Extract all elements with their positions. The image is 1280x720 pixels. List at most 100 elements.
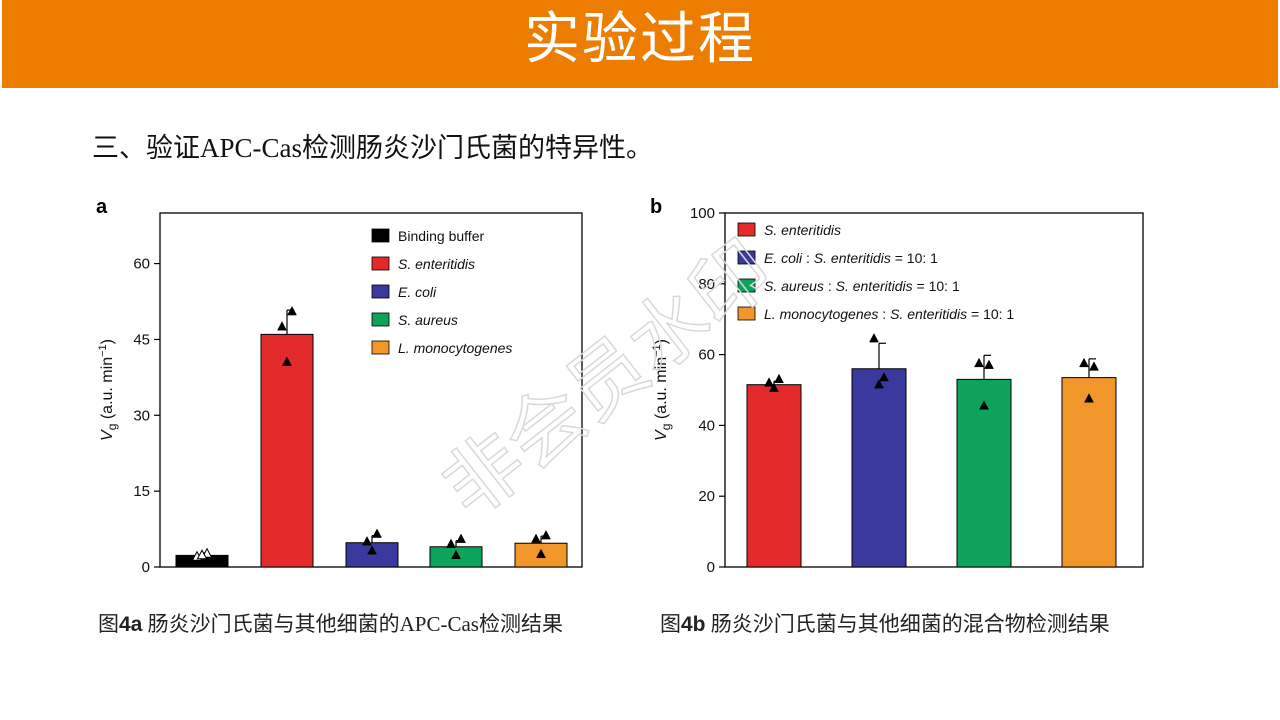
section-subtitle: 三、验证APC-Cas检测肠炎沙门氏菌的特异性。 <box>92 133 654 163</box>
chart-b-legend-label: S. enteritidis <box>764 222 841 238</box>
chart-a-y-tick-label: 60 <box>133 256 150 273</box>
chart-b-legend-label-part: S. enteritidis <box>890 306 967 322</box>
chart-b-legend-swatch <box>737 278 756 293</box>
chart-b-legend-label-part: : <box>802 250 814 266</box>
chart-a-data-point <box>287 305 297 316</box>
chart-b-bar <box>851 368 907 568</box>
chart-a-y-tick-label: 15 <box>133 483 150 500</box>
chart-b-bar <box>956 378 1012 568</box>
caption-4b-number: 4b <box>681 613 706 636</box>
chart-b-data-point <box>984 359 994 369</box>
chart-a-y-axis-label-part: −1 <box>97 344 109 357</box>
chart-a-y-axis-label-part: ) <box>99 339 116 344</box>
watermark-text: 非会员水印 <box>426 224 789 535</box>
chart-b-y-axis-label: Vg (a.u. min−1) <box>651 339 673 441</box>
chart-b-data-point <box>774 373 784 384</box>
chart-b-legend-label: S. aureus : S. enteritidis = 10: 1 <box>764 278 960 294</box>
chart-b-frame <box>724 212 1144 568</box>
chart-a-data-point <box>367 545 377 555</box>
chart-a-legend-label: L. monocytogenes <box>398 340 512 356</box>
chart-b-y-tick-label: 20 <box>698 488 715 505</box>
chart-b-data-point <box>1084 393 1094 403</box>
page-title: 实验过程 <box>524 7 756 72</box>
chart-b-legend-label-part: E. coli <box>764 250 803 266</box>
caption-4b-prefix: 图 <box>660 612 681 636</box>
caption-figure-4b: 图4b 肠炎沙门氏菌与其他细菌的混合物检测结果 <box>660 608 1110 638</box>
chart-a-legend-label: E. coli <box>398 284 437 300</box>
chart-b-legend-swatch <box>737 250 756 265</box>
chart-a-data-point <box>282 356 292 366</box>
chart-b-data-point <box>769 382 779 392</box>
chart-a-data-point <box>456 533 466 543</box>
chart-a-data-point <box>536 548 546 559</box>
chart-b-legend-swatch <box>737 222 756 237</box>
chart-b-y-axis-label-part: ) <box>653 339 670 344</box>
chart-b-legend-label-part: S. enteritidis <box>764 222 841 238</box>
chart-b-data-point <box>979 400 989 410</box>
chart-a-y-tick-label: 0 <box>142 559 150 576</box>
chart-b-legend-swatch <box>737 306 756 321</box>
chart-a-data-point <box>531 533 541 543</box>
chart-a-data-point <box>372 528 382 538</box>
chart-a-data-point <box>451 549 461 560</box>
chart-b-data-point <box>879 371 889 382</box>
chart-a-data-point <box>196 549 208 560</box>
chart-b-data-point <box>874 379 884 389</box>
chart-b-y-axis-label-part: (a.u. min <box>653 357 670 424</box>
chart-a-data-point <box>541 529 551 540</box>
chart-b-panel-letter: b <box>650 196 662 218</box>
chart-a-legend-swatch <box>371 340 390 355</box>
chart-b-legend-label-part: = 10: 1 <box>967 306 1014 322</box>
chart-b-legend-label-part: = 10: 1 <box>913 278 960 294</box>
chart-a-legend-swatch <box>371 256 390 271</box>
chart-b-legend-label: E. coli : S. enteritidis = 10: 1 <box>764 250 938 266</box>
chart-a-legend-swatch <box>371 284 390 299</box>
chart-b-bar <box>746 384 802 568</box>
chart-a-bar <box>260 333 314 568</box>
chart-b-y-axis-label-part: V <box>653 429 670 441</box>
chart-a-data-point <box>362 536 372 546</box>
chart-b-data-point <box>1079 357 1089 368</box>
chart-b-legend-label-part: L. monocytogenes <box>764 306 878 322</box>
chart-a-data-point <box>277 321 287 331</box>
chart-b-legend-label-part: : <box>878 306 890 322</box>
chart-b-y-tick-label: 60 <box>698 347 715 364</box>
chart-b-y-tick-label: 80 <box>698 276 715 293</box>
chart-b-legend-label-part: : <box>824 278 836 294</box>
chart-b-legend-label: L. monocytogenes : S. enteritidis = 10: … <box>764 306 1014 322</box>
chart-a-legend-label: S. enteritidis <box>398 256 475 272</box>
chart-a-data-point <box>446 538 456 548</box>
chart-a-y-axis-label-part: V <box>99 429 116 441</box>
chart-b-y-axis-label-part: g <box>659 424 673 431</box>
header-bar: 实验过程 <box>2 0 1278 88</box>
chart-b-data-point <box>764 377 774 387</box>
chart-b-legend-label-part: S. enteritidis <box>836 278 913 294</box>
chart-a-y-tick-label: 45 <box>133 331 150 348</box>
chart-a-y-axis-label-part: g <box>105 424 119 431</box>
chart-a-legend-swatch <box>371 228 390 243</box>
caption-4b-text: 肠炎沙门氏菌与其他细菌的混合物检测结果 <box>705 612 1110 636</box>
caption-4a-number: 4a <box>119 613 143 636</box>
chart-b-bar <box>1061 377 1117 568</box>
chart-b-legend-label-part: S. aureus <box>764 278 824 294</box>
chart-b-data-point <box>974 357 984 368</box>
chart-a-legend-swatch <box>371 312 390 327</box>
chart-b-y-tick-label: 100 <box>690 205 715 222</box>
caption-4a-prefix: 图 <box>98 612 119 636</box>
chart-b-legend-label-part: = 10: 1 <box>891 250 938 266</box>
chart-a-legend-label: S. aureus <box>398 312 458 328</box>
chart-a-frame <box>159 212 583 568</box>
chart-a-y-tick-label: 30 <box>133 407 150 424</box>
chart-b-y-tick-label: 40 <box>698 417 715 434</box>
caption-figure-4a: 图4a 肠炎沙门氏菌与其他细菌的APC-Cas检测结果 <box>98 608 563 638</box>
chart-a-legend-label: Binding buffer <box>398 228 484 244</box>
chart-b-legend-label-part: S. enteritidis <box>814 250 891 266</box>
chart-a-y-axis-label-part: (a.u. min <box>99 357 116 424</box>
chart-a-panel-letter: a <box>96 196 108 218</box>
caption-4a-text: 肠炎沙门氏菌与其他细菌的APC-Cas检测结果 <box>142 612 563 636</box>
chart-b-data-point <box>1089 361 1099 371</box>
chart-b-y-tick-label: 0 <box>707 559 715 576</box>
chart-a-y-axis-label: Vg (a.u. min−1) <box>97 339 119 441</box>
chart-b-y-axis-label-part: −1 <box>651 344 663 357</box>
